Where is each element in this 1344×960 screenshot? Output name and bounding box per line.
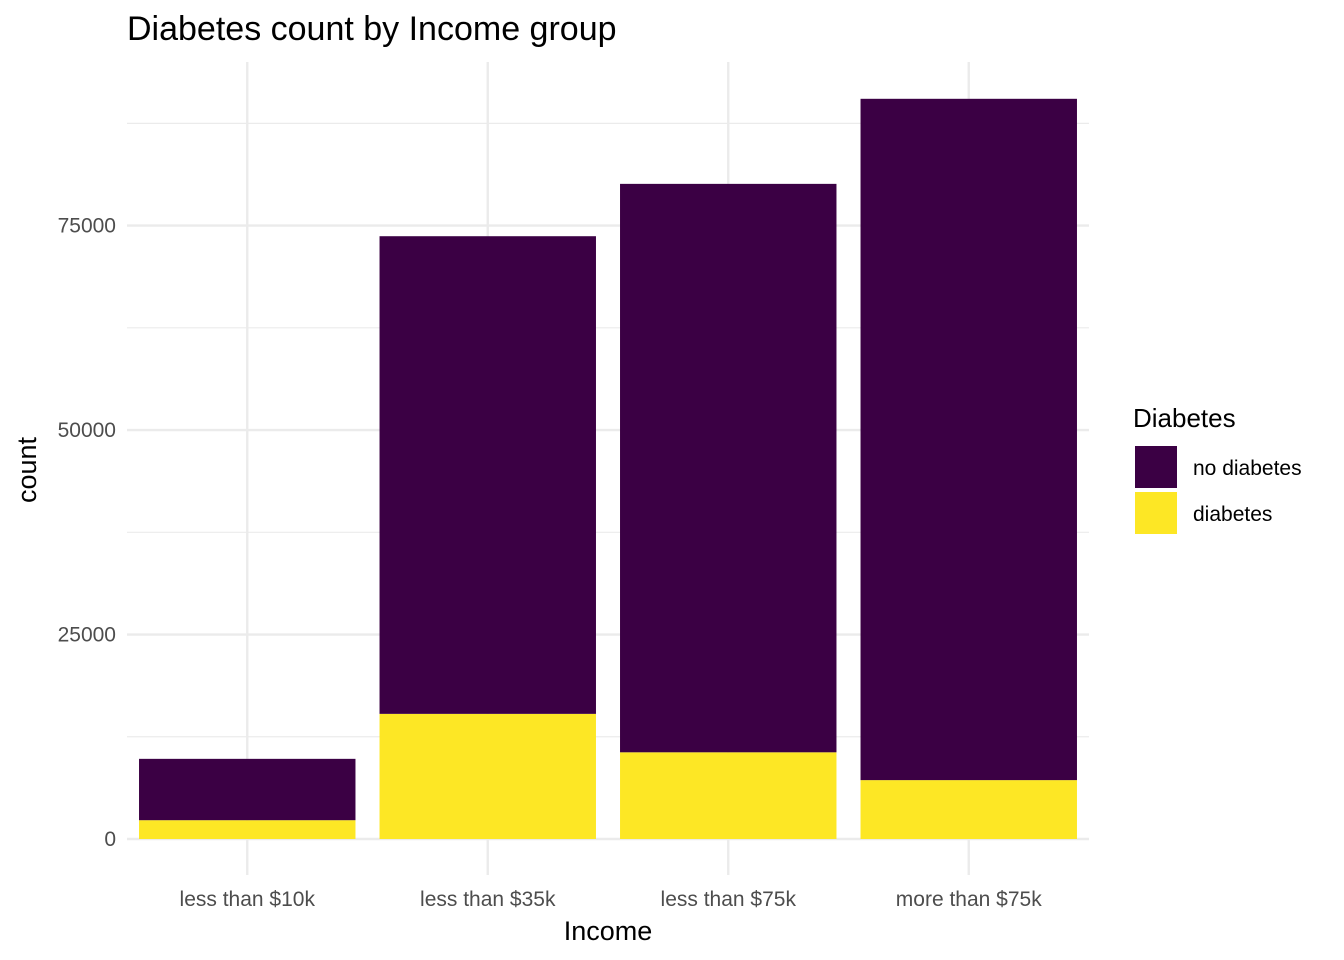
x-tick-label: less than $10k xyxy=(180,888,316,911)
y-tick-label: 75000 xyxy=(58,215,116,238)
chart-title: Diabetes count by Income group xyxy=(127,10,617,48)
bar-no-diabetes xyxy=(379,236,596,714)
bar-diabetes xyxy=(860,780,1077,839)
y-tick-label: 50000 xyxy=(58,419,116,442)
bar-no-diabetes xyxy=(860,98,1077,781)
legend: Diabetes no diabetes diabetes xyxy=(1133,403,1302,534)
x-tick-label: less than $75k xyxy=(661,888,797,911)
legend-label: diabetes xyxy=(1193,503,1272,526)
bar-diabetes xyxy=(620,752,837,839)
bar-no-diabetes xyxy=(620,183,837,753)
bar-no-diabetes xyxy=(139,758,356,821)
legend-label: no diabetes xyxy=(1193,457,1302,480)
y-tick-label: 0 xyxy=(104,828,116,851)
x-axis-title: Income xyxy=(564,916,653,946)
legend-swatch xyxy=(1135,446,1177,488)
x-tick-label: less than $35k xyxy=(420,888,556,911)
x-tick-label: more than $75k xyxy=(896,888,1042,911)
bars-layer xyxy=(139,98,1077,839)
legend-items: no diabetes diabetes xyxy=(1135,446,1302,534)
y-tick-label: 25000 xyxy=(58,624,116,647)
bar-diabetes xyxy=(139,820,356,839)
legend-swatch xyxy=(1135,492,1177,534)
ticks-layer: 0 25000 50000 75000 less than $10k less than … xyxy=(58,215,1043,911)
bar-diabetes xyxy=(379,713,596,839)
legend-title: Diabetes xyxy=(1133,403,1236,433)
y-axis-title: count xyxy=(12,436,42,503)
